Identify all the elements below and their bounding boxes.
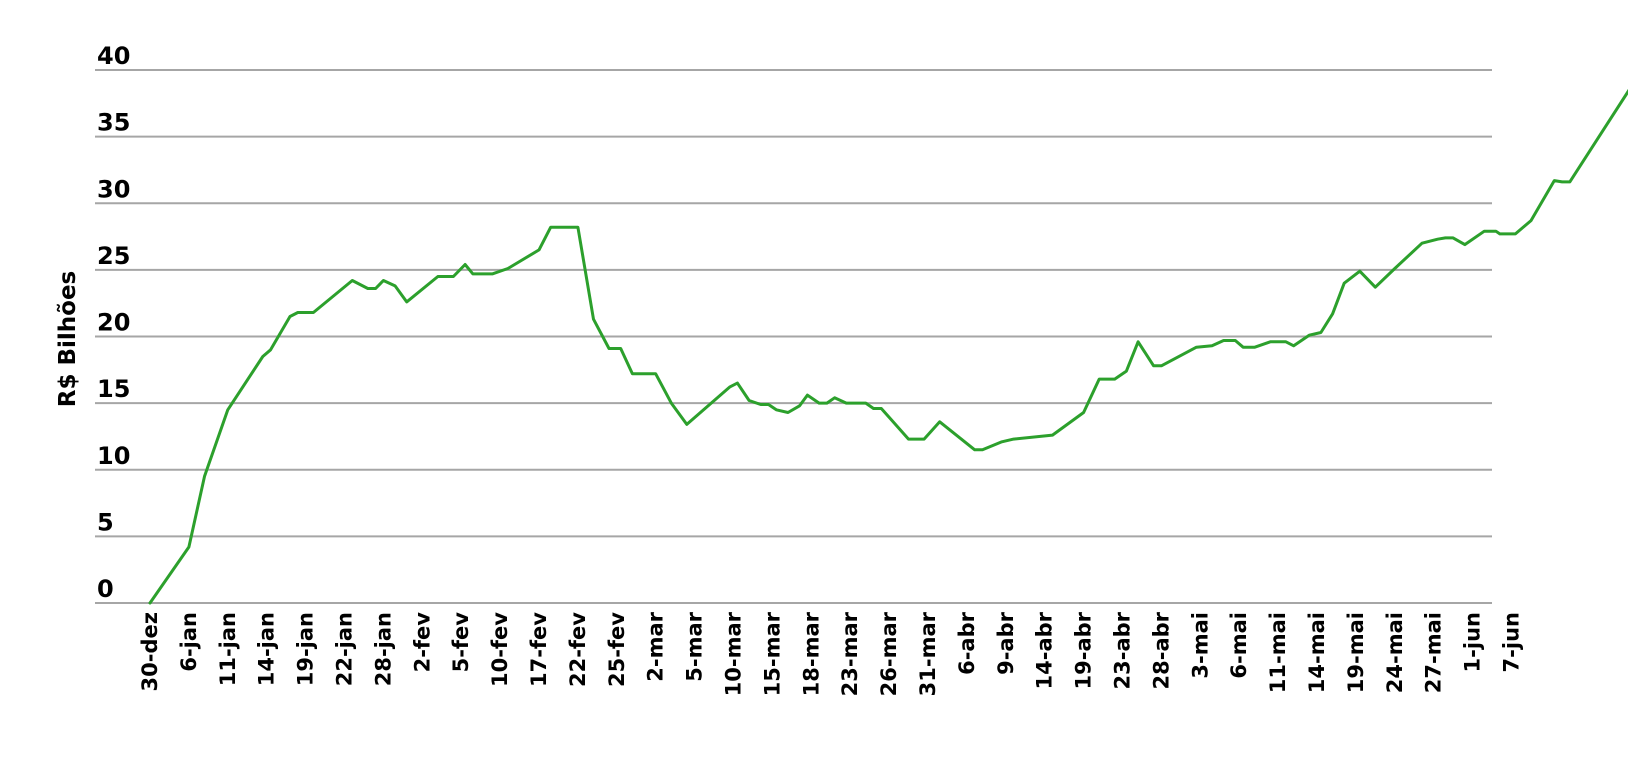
x-tick-label: 11-mai [1266, 612, 1290, 693]
y-axis-label: R$ Bilhões [55, 271, 81, 407]
grid-lines [95, 69, 1492, 604]
x-tick-label: 1-jun [1461, 612, 1485, 672]
x-tick-label: 11-jan [216, 612, 240, 686]
x-tick-label: 7-jun [1500, 612, 1524, 672]
y-axis-ticks: 0 5 10 15 20 25 30 35 40 [97, 42, 130, 603]
x-tick-label: 19-abr [1072, 611, 1096, 689]
x-tick-label: 22-jan [333, 612, 357, 686]
x-tick-label: 19-jan [294, 612, 318, 686]
y-tick-label: 0 [97, 575, 114, 603]
x-tick-label: 5-fev [449, 612, 473, 673]
x-tick-label: 24-mai [1383, 612, 1407, 693]
y-tick-label: 25 [97, 242, 130, 270]
x-tick-label: 3-mai [1188, 612, 1212, 679]
x-tick-label: 14-jan [255, 612, 279, 686]
x-tick-label: 19-mai [1344, 612, 1368, 693]
x-tick-label: 6-abr [955, 611, 979, 675]
x-tick-label: 17-fev [527, 612, 551, 687]
x-tick-label: 14-mai [1305, 612, 1329, 693]
y-tick-label: 15 [97, 375, 130, 403]
x-tick-label: 9-abr [994, 611, 1018, 675]
x-tick-label: 5-mar [683, 611, 707, 681]
y-tick-label: 5 [97, 508, 114, 536]
y-tick-label: 35 [97, 109, 130, 137]
x-tick-label: 6-jan [177, 612, 201, 672]
x-tick-label: 2-mar [644, 611, 668, 681]
x-tick-label: 31-mar [916, 611, 940, 696]
series-line-0 [148, 88, 1628, 605]
y-tick-label: 40 [97, 42, 130, 70]
series-layer [148, 88, 1628, 605]
x-tick-label: 18-mar [799, 611, 823, 696]
x-tick-label: 22-fev [566, 612, 590, 687]
y-tick-label: 10 [97, 442, 130, 470]
x-tick-label: 23-mar [838, 611, 862, 696]
x-tick-label: 27-mai [1422, 612, 1446, 693]
x-tick-label: 15-mar [760, 611, 784, 696]
x-tick-label: 28-abr [1149, 611, 1173, 689]
x-tick-label: 23-abr [1111, 611, 1135, 689]
x-axis-ticks: 30-dez 6-jan 11-jan 14-jan 19-jan 22-jan 28-ja… [138, 611, 1524, 696]
x-tick-label: 6-mai [1227, 612, 1251, 679]
y-tick-label: 30 [97, 175, 130, 203]
x-tick-label: 10-mar [722, 611, 746, 696]
x-tick-label: 10-fev [488, 612, 512, 687]
x-tick-label: 30-dez [138, 612, 162, 691]
x-tick-label: 26-mar [877, 611, 901, 696]
x-tick-label: 28-jan [371, 612, 395, 686]
y-tick-label: 20 [97, 309, 130, 337]
x-tick-label: 2-fev [410, 612, 434, 673]
x-tick-label: 25-fev [605, 612, 629, 687]
x-tick-label: 14-abr [1033, 611, 1057, 689]
